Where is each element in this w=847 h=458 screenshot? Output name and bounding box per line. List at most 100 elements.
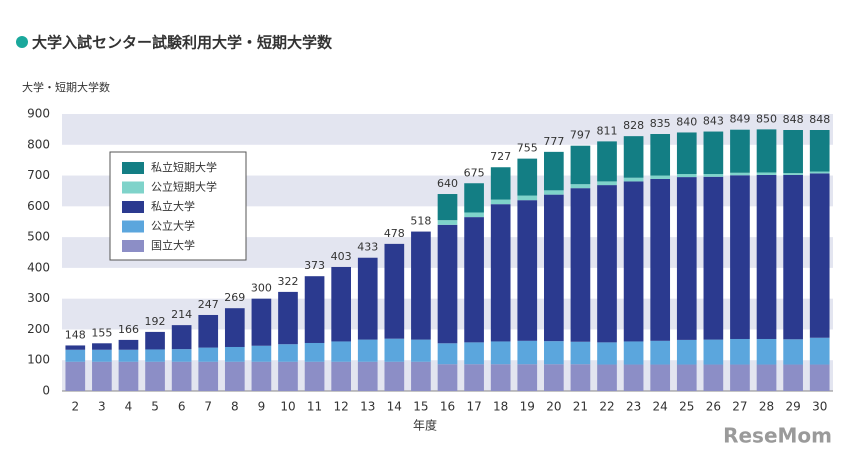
bar-segment: [756, 174, 777, 339]
x-tick-label: 7: [204, 400, 212, 414]
bar-segment: [65, 345, 86, 350]
bar-segment: [145, 361, 165, 391]
legend-label: 私立大学: [151, 199, 195, 213]
x-axis-label: 年度: [413, 418, 437, 433]
x-tick-label: 5: [151, 400, 159, 414]
bar-segment: [490, 199, 511, 205]
total-label: 518: [410, 215, 431, 228]
bar-segment: [490, 364, 511, 391]
bar-segment: [118, 361, 139, 391]
bar-segment: [597, 181, 617, 186]
x-tick-label: 23: [626, 400, 641, 414]
bar-segment: [570, 341, 591, 365]
bar-segment: [411, 361, 431, 391]
bar-segment: [650, 178, 671, 341]
bar-segment: [730, 338, 750, 365]
total-label: 433: [357, 241, 378, 254]
bar-segment: [676, 132, 697, 175]
bar-segment: [464, 364, 484, 391]
bar-segment: [384, 338, 405, 362]
x-tick-label: 11: [307, 400, 322, 414]
total-label: 675: [464, 166, 485, 179]
bar-segment: [517, 195, 538, 201]
bar-segment: [783, 364, 803, 391]
bar-segment: [145, 349, 165, 362]
x-tick-label: 22: [599, 400, 614, 414]
x-tick-label: 6: [178, 400, 186, 414]
x-tick-label: 4: [125, 400, 133, 414]
bar-segment: [570, 364, 591, 391]
bar-segment: [118, 349, 139, 362]
y-tick-label: 900: [27, 107, 50, 121]
y-tick-label: 600: [27, 199, 50, 213]
legend-label: 公立大学: [151, 219, 195, 233]
y-tick-label: 500: [27, 230, 50, 244]
x-tick-label: 29: [785, 400, 800, 414]
bar-segment: [597, 185, 617, 343]
bar-segment: [437, 343, 458, 365]
bar-segment: [597, 141, 617, 182]
x-tick-label: 21: [573, 400, 588, 414]
bar-segment: [65, 361, 86, 391]
bar-segment: [198, 347, 219, 362]
bar-segment: [544, 341, 564, 365]
bar-segment: [224, 308, 245, 347]
bar-segment: [384, 243, 405, 339]
bar-segment: [331, 266, 351, 342]
bar-segment: [783, 173, 803, 175]
bar-segment: [171, 361, 192, 391]
bar-segment: [517, 158, 538, 196]
bar-segment: [517, 340, 538, 365]
bar-segment: [756, 364, 777, 391]
chart-title: 大学入試センター試験利用大学・短期大学数: [32, 34, 333, 52]
total-label: 214: [171, 308, 192, 321]
total-label: 828: [623, 119, 644, 132]
total-label: 478: [384, 227, 405, 240]
x-tick-label: 16: [440, 400, 455, 414]
bar-segment: [464, 217, 484, 343]
x-tick-label: 15: [413, 400, 428, 414]
x-tick-label: 30: [812, 400, 827, 414]
bar-segment: [756, 338, 777, 365]
bar-segment: [544, 364, 564, 391]
bar-segment: [730, 364, 750, 391]
x-tick-label: 17: [466, 400, 481, 414]
x-tick-label: 20: [546, 400, 561, 414]
bar-segment: [623, 136, 644, 178]
bar-segment: [809, 364, 830, 391]
bar-segment: [464, 183, 484, 213]
bar-segment: [783, 339, 803, 365]
bar-segment: [198, 361, 219, 391]
total-label: 373: [304, 259, 325, 272]
bar-segment: [676, 177, 697, 340]
bar-segment: [650, 134, 671, 176]
y-tick-label: 300: [27, 291, 50, 305]
total-label: 640: [437, 177, 458, 190]
bar-segment: [623, 364, 644, 391]
total-label: 269: [224, 291, 245, 304]
bar-segment: [703, 339, 724, 365]
bar-segment: [251, 298, 272, 346]
x-tick-label: 27: [732, 400, 747, 414]
bar-segment: [304, 342, 325, 362]
bar-segment: [544, 190, 564, 195]
bar-segment: [437, 220, 458, 225]
bar-segment: [597, 342, 617, 365]
bar-segment: [411, 231, 431, 340]
bar-segment: [650, 175, 671, 179]
title-dot: [16, 36, 28, 48]
total-label: 148: [65, 328, 86, 341]
bar-segment: [437, 194, 458, 221]
bar-segment: [650, 364, 671, 391]
x-tick-label: 10: [280, 400, 295, 414]
legend-label: 公立短期大学: [151, 180, 217, 194]
x-tick-label: 18: [493, 400, 508, 414]
x-tick-label: 13: [360, 400, 375, 414]
total-label: 843: [703, 115, 724, 128]
x-tick-label: 26: [706, 400, 721, 414]
y-tick-label: 800: [27, 137, 50, 151]
x-tick-label: 8: [231, 400, 239, 414]
bar-segment: [623, 181, 644, 342]
legend-swatch: [122, 201, 144, 213]
